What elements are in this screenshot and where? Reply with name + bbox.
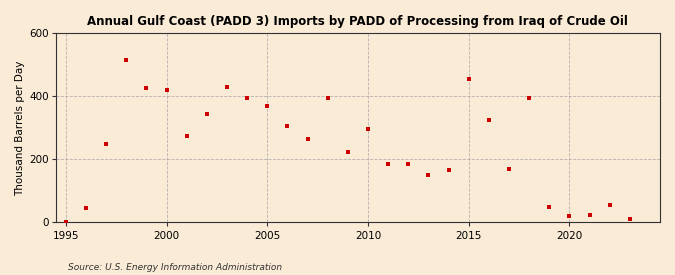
Title: Annual Gulf Coast (PADD 3) Imports by PADD of Processing from Iraq of Crude Oil: Annual Gulf Coast (PADD 3) Imports by PA… xyxy=(88,15,628,28)
Point xyxy=(584,212,595,217)
Point xyxy=(524,96,535,100)
Point xyxy=(302,137,313,141)
Point xyxy=(403,162,414,166)
Point xyxy=(423,173,434,177)
Point xyxy=(161,88,172,92)
Point xyxy=(80,206,91,210)
Point xyxy=(342,149,353,154)
Point xyxy=(483,118,494,122)
Point xyxy=(443,168,454,173)
Point xyxy=(463,77,474,81)
Point xyxy=(504,167,514,171)
Point xyxy=(141,86,152,91)
Point xyxy=(182,134,192,138)
Point xyxy=(262,104,273,108)
Point xyxy=(121,58,132,62)
Point xyxy=(383,162,394,166)
Point xyxy=(604,203,615,207)
Text: Source: U.S. Energy Information Administration: Source: U.S. Energy Information Administ… xyxy=(68,263,281,272)
Point xyxy=(544,204,555,209)
Point xyxy=(564,214,574,218)
Point xyxy=(322,96,333,100)
Point xyxy=(221,85,232,89)
Point xyxy=(40,219,51,224)
Y-axis label: Thousand Barrels per Day: Thousand Barrels per Day xyxy=(15,60,25,196)
Point xyxy=(362,127,373,132)
Point xyxy=(60,219,71,224)
Point xyxy=(624,217,635,221)
Point xyxy=(101,142,111,147)
Point xyxy=(282,124,293,128)
Point xyxy=(242,96,252,100)
Point xyxy=(201,111,212,116)
